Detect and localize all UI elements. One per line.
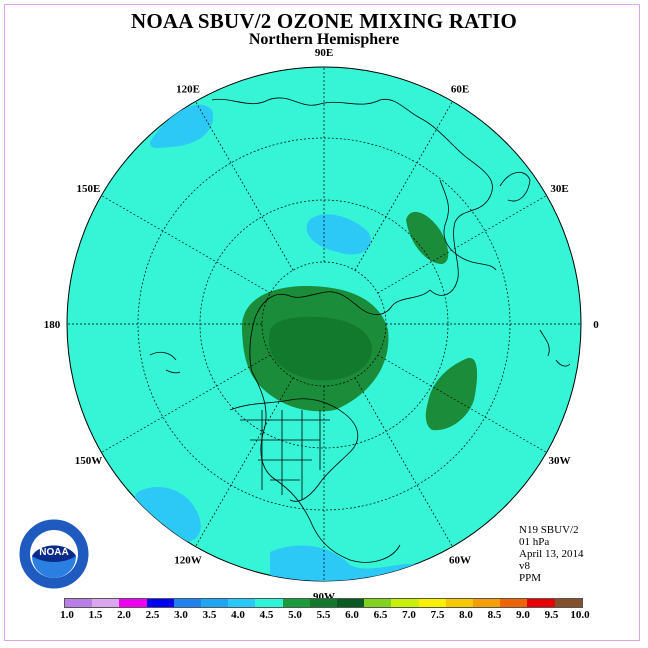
colorbar-swatch	[500, 599, 528, 607]
longitude-label: 60W	[449, 555, 471, 567]
colorbar-tick-label: 10.0	[570, 609, 590, 621]
colorbar-tick-label: 9.0	[516, 609, 530, 621]
colorbar-swatch	[554, 599, 582, 607]
colorbar-swatch	[228, 599, 256, 607]
colorbar-swatch	[473, 599, 501, 607]
colorbar-tick-label: 9.5	[544, 609, 559, 621]
longitude-label: 60E	[451, 83, 469, 95]
ozone-high-region	[406, 211, 449, 265]
meridian-line	[377, 195, 547, 294]
version-label: v8	[519, 560, 530, 572]
colorbar-tick-label: 1.0	[60, 609, 74, 621]
map-title: NOAA SBUV/2 OZONE MIXING RATIO	[131, 9, 517, 33]
colorbar-tick-label: 2.5	[145, 609, 160, 621]
colorbar-swatch	[92, 599, 120, 607]
colorbar-tick-label: 6.5	[373, 609, 388, 621]
colorbar-tick-label: 6.0	[345, 609, 359, 621]
colorbar-swatch	[282, 599, 310, 607]
longitude-label: 0	[593, 319, 599, 331]
longitude-label: 150W	[75, 455, 103, 467]
meridian-line	[377, 354, 547, 453]
meridian-line	[354, 101, 453, 271]
colorbar-swatch	[65, 599, 93, 607]
meridian-line	[195, 377, 294, 547]
coastlines	[149, 97, 571, 563]
colorbar-tick-label: 8.5	[487, 609, 502, 621]
colorbar-tick-label: 4.0	[231, 609, 245, 621]
colorbar-tick-label: 3.5	[202, 609, 217, 621]
units-label: PPM	[519, 572, 542, 584]
map-subtitle: Northern Hemisphere	[248, 31, 400, 48]
figure-frame	[4, 4, 640, 641]
colorbar-swatch	[364, 599, 392, 607]
ozone-high-region	[425, 357, 478, 431]
longitude-label: 30E	[550, 183, 568, 195]
colorbar-tick-label: 1.5	[88, 609, 103, 621]
longitude-label: 30W	[549, 455, 571, 467]
colorbar-swatch	[119, 599, 147, 607]
colorbar-swatch	[391, 599, 419, 607]
colorbar-swatch	[255, 599, 283, 607]
date-label: April 13, 2014	[519, 548, 584, 560]
longitude-label: 150E	[77, 183, 101, 195]
meridian-line	[354, 377, 453, 547]
colorbar-tick-label: 4.5	[259, 609, 274, 621]
longitude-label: 120E	[176, 83, 200, 95]
pressure-level-label: 01 hPa	[519, 536, 550, 548]
ozone-high-region	[268, 316, 372, 381]
noaa-logo: NOAA	[19, 519, 89, 589]
logo-text: NOAA	[39, 547, 68, 558]
ozone-low-region	[150, 104, 214, 148]
ozone-low-region	[270, 545, 430, 581]
colorbar-tick-label: 7.5	[430, 609, 445, 621]
colorbar-swatch	[445, 599, 474, 607]
ozone-low-region	[135, 487, 201, 542]
longitude-label: 180	[44, 319, 61, 331]
colorbar-tick-label: 3.0	[174, 609, 188, 621]
meridian-line	[101, 195, 271, 294]
info-block: N19 SBUV/2 01 hPa April 13, 2014 v8 PPM	[519, 524, 583, 584]
colorbar-tick-label: 5.0	[288, 609, 302, 621]
meridian-line	[195, 101, 294, 271]
colorbar-tick-label: 8.0	[459, 609, 473, 621]
colorbar-swatch	[309, 599, 338, 607]
colorbar-tick-label: 2.0	[117, 609, 131, 621]
colorbar-tick-label: 7.0	[402, 609, 416, 621]
colorbar-swatch	[173, 599, 202, 607]
colorbar-tick-label: 5.5	[316, 609, 331, 621]
satellite-label: N19 SBUV/2	[519, 524, 579, 536]
meridian-line	[101, 354, 271, 453]
ozone-low-region	[306, 214, 371, 255]
colorbar-swatch	[337, 599, 365, 607]
colorbar-swatch	[201, 599, 229, 607]
colorbar-swatch	[527, 599, 555, 607]
colorbar-swatch	[146, 599, 174, 607]
longitude-label: 120W	[174, 555, 202, 567]
longitude-label: 90E	[315, 47, 333, 59]
colorbar-swatch	[418, 599, 446, 607]
colorbar	[64, 598, 583, 608]
